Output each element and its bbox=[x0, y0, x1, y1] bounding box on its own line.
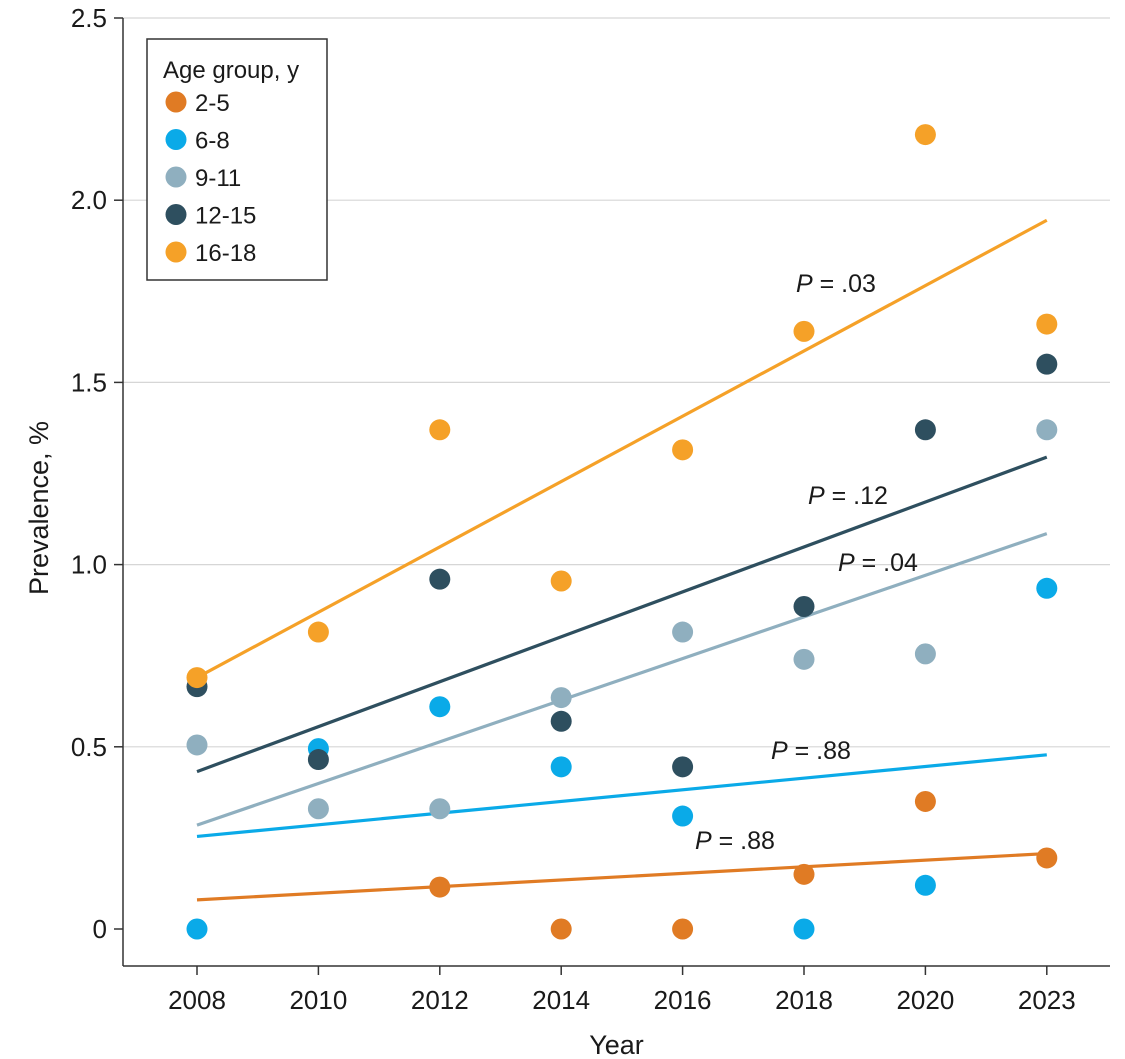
y-tick-label: 2.0 bbox=[71, 185, 107, 215]
y-tick-label: 1.5 bbox=[71, 367, 107, 397]
point-2-5-2016 bbox=[672, 918, 694, 940]
trend-line-12-15 bbox=[196, 455, 1048, 774]
point-9-11-2010 bbox=[307, 798, 329, 820]
point-16-18-2020 bbox=[914, 124, 936, 146]
trend-line-6-8 bbox=[196, 753, 1047, 839]
p-value: = .88 bbox=[788, 737, 851, 765]
point-16-18-2014 bbox=[550, 570, 572, 592]
point-6-8-2008 bbox=[186, 918, 208, 940]
p-value-label-2-5: P = .88 bbox=[695, 827, 775, 855]
x-tick-labels: 2008 2010 2012 2014 2016 2018 2020 2023 bbox=[168, 966, 1076, 1015]
p-value: = .12 bbox=[825, 482, 888, 510]
legend-label-16-18: 16-18 bbox=[195, 240, 256, 267]
point-9-11-2014 bbox=[550, 687, 572, 709]
p-value-label-12-15: P = .12 bbox=[808, 482, 888, 510]
point-12-15-2016 bbox=[672, 756, 694, 778]
x-tick-label: 2016 bbox=[654, 985, 712, 1015]
point-9-11-2023 bbox=[1036, 419, 1058, 441]
legend-marker-6-8 bbox=[165, 129, 187, 150]
point-16-18-2008 bbox=[186, 667, 208, 689]
point-16-18-2023 bbox=[1036, 313, 1058, 335]
legend-label-12-15: 12-15 bbox=[195, 203, 256, 230]
legend-label-2-5: 2-5 bbox=[195, 90, 230, 117]
point-2-5-2020 bbox=[914, 790, 936, 812]
y-tick-label: 2.5 bbox=[71, 3, 107, 33]
point-12-15-2018 bbox=[793, 596, 815, 618]
p-value-label-6-8: P = .88 bbox=[771, 737, 851, 765]
legend-label-9-11: 9-11 bbox=[195, 165, 241, 192]
trend-line-16-18 bbox=[196, 218, 1048, 679]
p-symbol: P bbox=[796, 270, 813, 298]
x-tick-label: 2010 bbox=[289, 985, 347, 1015]
x-tick-label: 2012 bbox=[411, 985, 469, 1015]
point-16-18-2012 bbox=[429, 419, 451, 441]
point-9-11-2018 bbox=[793, 648, 815, 670]
point-6-8-2020 bbox=[914, 874, 936, 896]
point-12-15-2023 bbox=[1036, 353, 1058, 375]
point-12-15-2010 bbox=[307, 749, 329, 771]
x-tick-label: 2020 bbox=[896, 985, 954, 1015]
y-tick-labels: 0 0.5 1.0 1.5 2.0 2.5 bbox=[71, 3, 123, 944]
x-axis-title: Year bbox=[589, 1030, 644, 1059]
p-value: = .04 bbox=[855, 549, 918, 577]
p-value: = .03 bbox=[813, 270, 876, 298]
trend-lines bbox=[196, 218, 1048, 902]
y-axis-title: Prevalence, % bbox=[24, 421, 54, 595]
y-tick-label: 1.0 bbox=[71, 550, 107, 580]
p-symbol: P bbox=[808, 482, 825, 510]
point-16-18-2016 bbox=[672, 439, 694, 461]
x-tick-label: 2008 bbox=[168, 985, 226, 1015]
trend-line-2-5 bbox=[196, 851, 1047, 902]
p-symbol: P bbox=[838, 549, 855, 577]
trend-line-9-11 bbox=[196, 532, 1048, 827]
legend-marker-12-15 bbox=[165, 204, 187, 225]
point-9-11-2012 bbox=[429, 798, 451, 820]
point-6-8-2023 bbox=[1036, 577, 1058, 599]
point-16-18-2010 bbox=[307, 621, 329, 643]
legend-label-6-8: 6-8 bbox=[195, 128, 230, 155]
x-tick-label: 2014 bbox=[532, 985, 590, 1015]
data-points bbox=[186, 124, 1058, 940]
y-tick-label: 0.5 bbox=[71, 732, 107, 762]
legend-box bbox=[146, 38, 328, 281]
y-tick-label: 0 bbox=[93, 914, 107, 944]
point-6-8-2018 bbox=[793, 918, 815, 940]
p-value-labels: P = .88P = .88P = .04P = .12P = .03 bbox=[695, 270, 918, 855]
legend-marker-16-18 bbox=[165, 241, 187, 263]
point-12-15-2012 bbox=[429, 568, 451, 590]
legend-title: Age group, y bbox=[163, 57, 299, 84]
point-9-11-2020 bbox=[914, 643, 936, 665]
point-12-15-2020 bbox=[914, 419, 936, 441]
legend-marker-9-11 bbox=[165, 166, 187, 188]
point-6-8-2016 bbox=[672, 805, 694, 827]
p-value-label-16-18: P = .03 bbox=[796, 270, 876, 298]
x-tick-label: 2018 bbox=[775, 985, 833, 1015]
point-6-8-2014 bbox=[550, 756, 572, 778]
axes bbox=[122, 18, 1110, 967]
p-symbol: P bbox=[771, 737, 788, 765]
point-2-5-2023 bbox=[1036, 847, 1058, 869]
x-tick-label: 2023 bbox=[1018, 985, 1076, 1015]
point-6-8-2012 bbox=[429, 696, 451, 718]
point-9-11-2008 bbox=[186, 734, 208, 756]
legend: Age group, y 2-5 6-8 9-11 12-15 16-18 bbox=[146, 38, 328, 281]
legend-items: 2-5 6-8 9-11 12-15 16-18 bbox=[165, 90, 256, 267]
point-2-5-2018 bbox=[793, 863, 815, 885]
point-9-11-2016 bbox=[672, 621, 694, 643]
p-value: = .88 bbox=[712, 827, 775, 855]
point-12-15-2014 bbox=[550, 710, 572, 732]
point-2-5-2014 bbox=[550, 918, 572, 940]
point-2-5-2012 bbox=[429, 876, 451, 898]
point-16-18-2018 bbox=[793, 320, 815, 342]
p-value-label-9-11: P = .04 bbox=[838, 549, 918, 577]
p-symbol: P bbox=[695, 827, 712, 855]
legend-marker-2-5 bbox=[165, 91, 187, 113]
